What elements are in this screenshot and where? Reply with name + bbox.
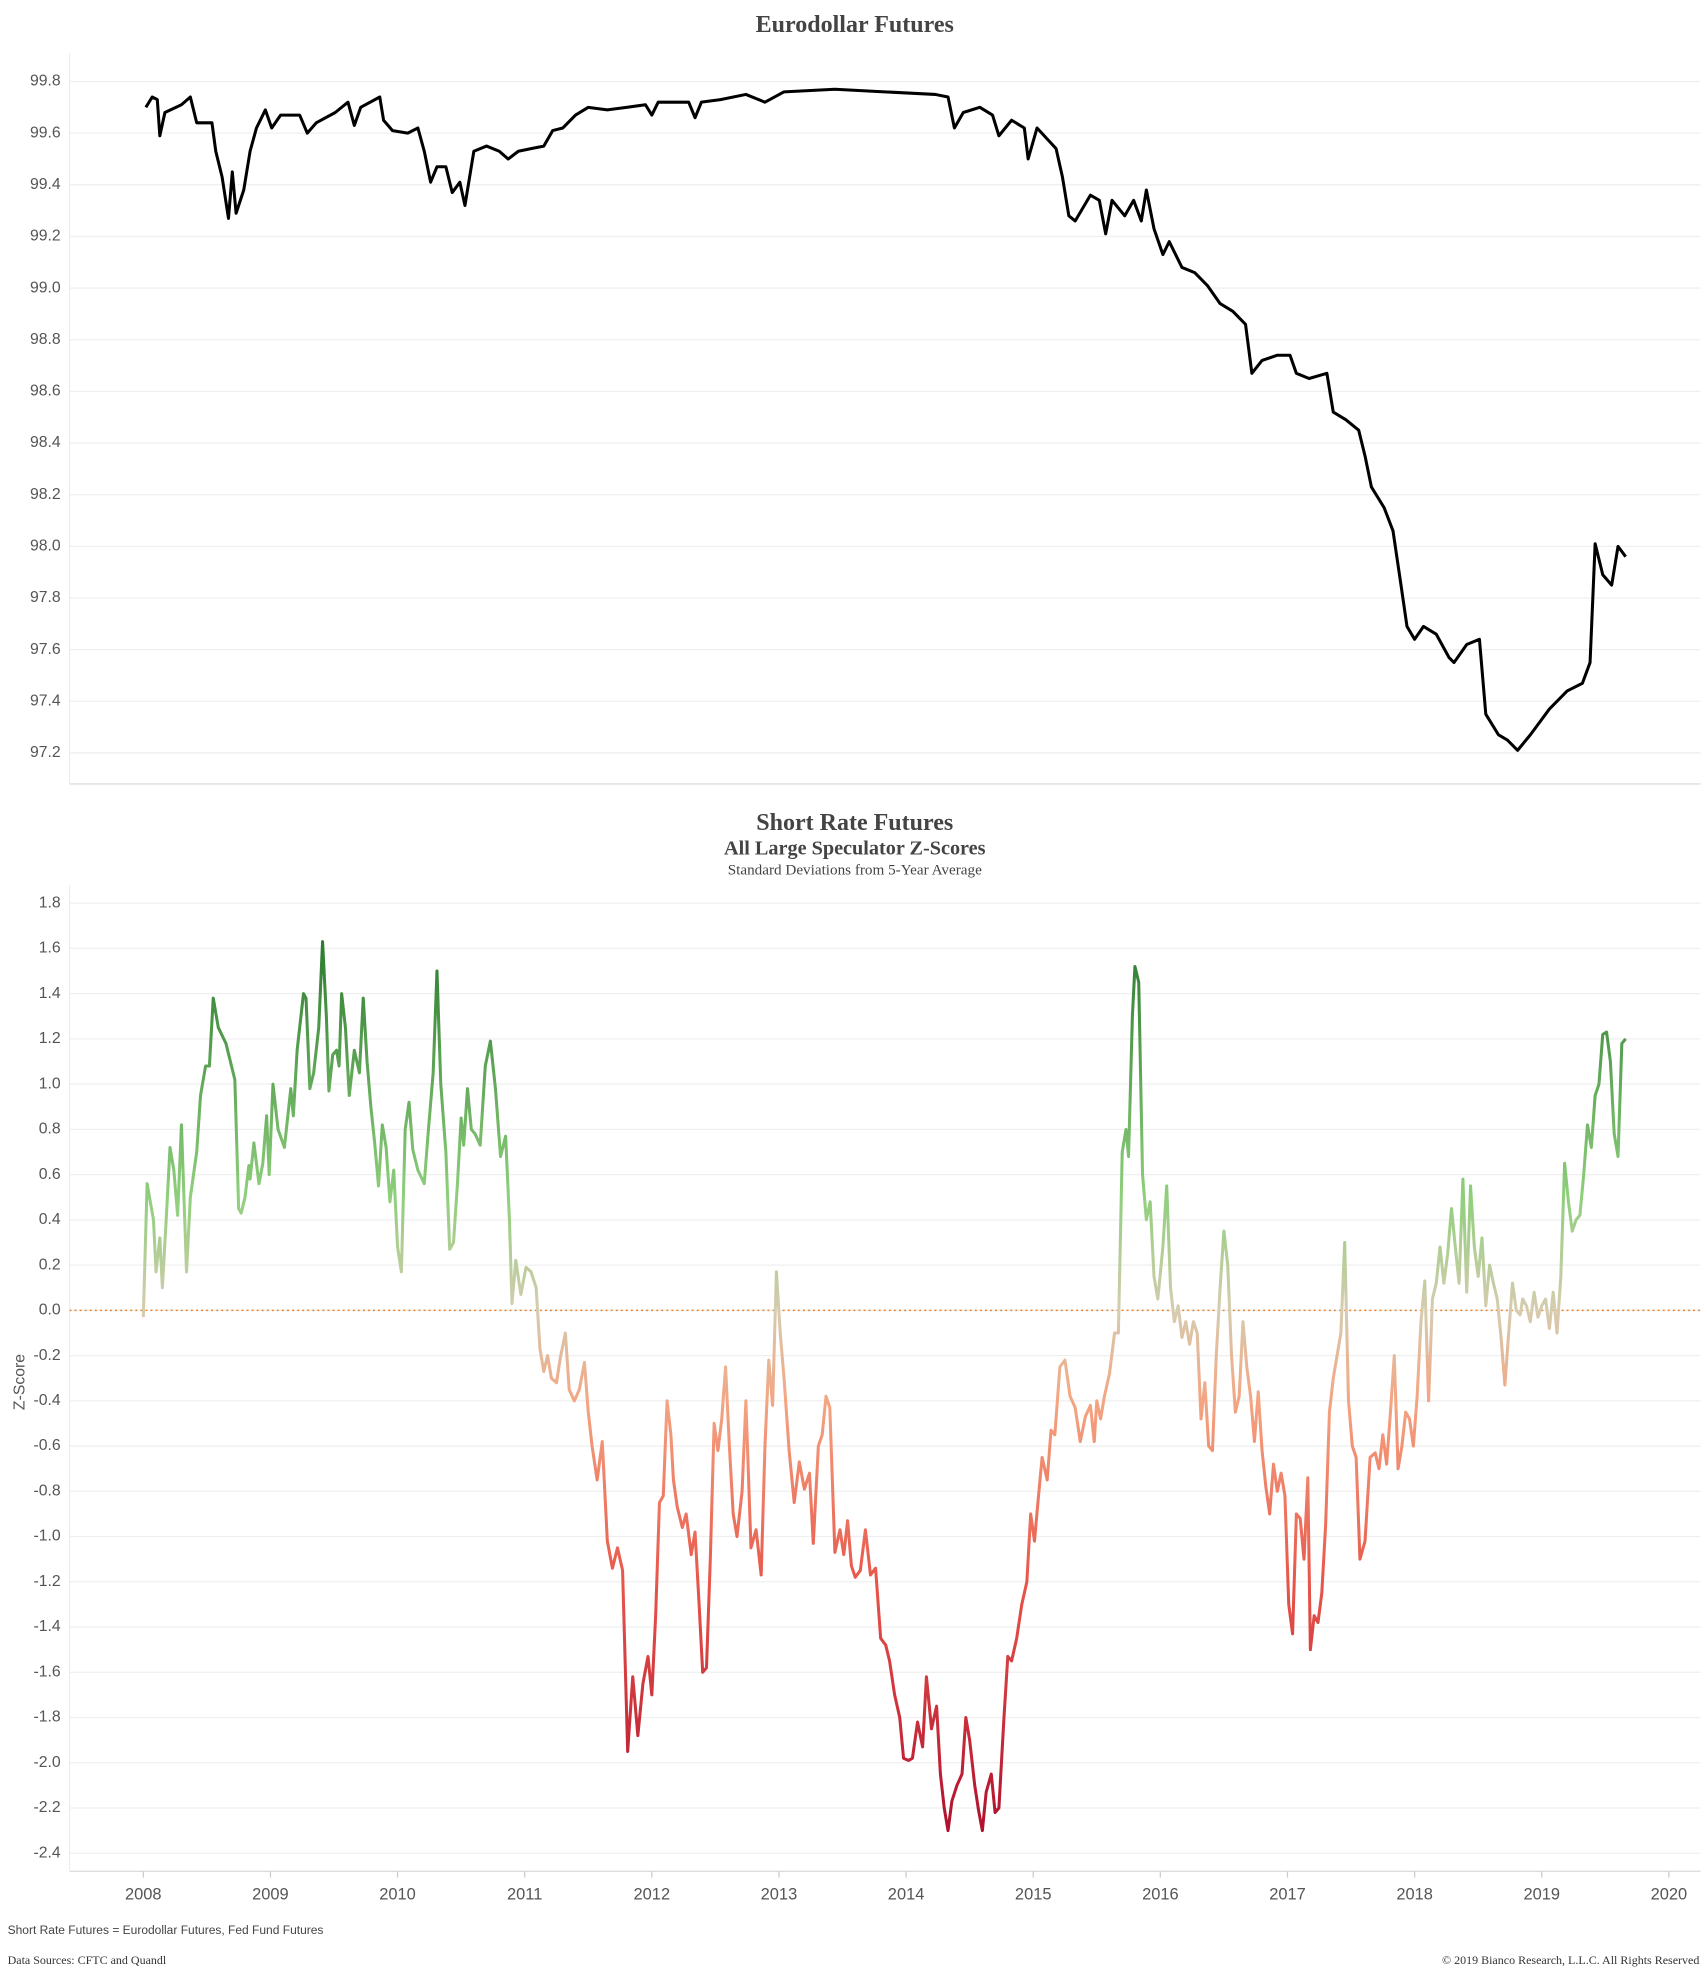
y-tick-label: 1.2 bbox=[39, 1030, 61, 1047]
x-tick-label: 2010 bbox=[379, 1886, 416, 1904]
y-tick-label: -0.6 bbox=[33, 1437, 60, 1454]
x-tick-label: 2011 bbox=[507, 1886, 542, 1904]
y-tick-label: 1.0 bbox=[39, 1075, 61, 1092]
y-tick-label: -2.0 bbox=[33, 1754, 60, 1771]
x-tick-label: 2015 bbox=[1015, 1886, 1052, 1904]
y-tick-label: 99.4 bbox=[30, 176, 61, 193]
chart-title: Short Rate Futures bbox=[756, 810, 953, 836]
y-tick-label: 98.8 bbox=[30, 331, 61, 348]
footer-source: Data Sources: CFTC and Quandl bbox=[8, 1953, 167, 1967]
y-tick-label: 1.4 bbox=[39, 985, 61, 1002]
chart-subtitle: All Large Speculator Z-Scores bbox=[724, 837, 986, 859]
footer-note: Short Rate Futures = Eurodollar Futures,… bbox=[8, 1923, 324, 1937]
y-tick-label: 0.6 bbox=[39, 1166, 61, 1183]
y-tick-label: 97.4 bbox=[30, 692, 61, 709]
x-tick-label: 2008 bbox=[125, 1886, 162, 1904]
y-tick-label: -1.8 bbox=[33, 1709, 60, 1726]
x-tick-label: 2018 bbox=[1396, 1886, 1433, 1904]
y-tick-label: -1.4 bbox=[33, 1618, 60, 1635]
y-tick-label: -1.6 bbox=[33, 1663, 60, 1680]
y-tick-label: 0.8 bbox=[39, 1121, 61, 1138]
y-tick-label: 99.2 bbox=[30, 228, 61, 245]
y-tick-label: 1.8 bbox=[39, 894, 61, 911]
y-tick-label: -2.4 bbox=[33, 1844, 60, 1861]
y-tick-label: 97.8 bbox=[30, 589, 61, 606]
y-tick-label: -1.0 bbox=[33, 1528, 60, 1545]
y-tick-label: 99.8 bbox=[30, 73, 61, 90]
chart-note: Standard Deviations from 5-Year Average bbox=[728, 862, 982, 879]
y-tick-label: 1.6 bbox=[39, 940, 61, 957]
footer-copyright: © 2019 Bianco Research, L.L.C. All Right… bbox=[1442, 1953, 1699, 1967]
y-axis-label: Z-Score bbox=[11, 1354, 28, 1410]
y-tick-label: -1.2 bbox=[33, 1573, 60, 1590]
y-tick-label: 97.2 bbox=[30, 744, 61, 761]
y-tick-label: -0.8 bbox=[33, 1482, 60, 1499]
y-tick-label: -0.2 bbox=[33, 1347, 60, 1364]
x-tick-label: 2014 bbox=[888, 1886, 925, 1904]
data-line bbox=[144, 87, 1627, 752]
data-line bbox=[141, 940, 1627, 1833]
chart-title: Eurodollar Futures bbox=[756, 12, 954, 38]
x-tick-label: 2009 bbox=[252, 1886, 289, 1904]
y-tick-label: -0.4 bbox=[33, 1392, 60, 1409]
y-tick-label: 0.4 bbox=[39, 1211, 61, 1228]
x-tick-label: 2016 bbox=[1142, 1886, 1179, 1904]
x-tick-label: 2019 bbox=[1523, 1886, 1560, 1904]
y-tick-label: 0.0 bbox=[39, 1302, 61, 1319]
x-tick-label: 2017 bbox=[1269, 1886, 1306, 1904]
x-tick-label: 2012 bbox=[634, 1886, 671, 1904]
y-tick-label: 98.6 bbox=[30, 383, 61, 400]
y-tick-label: 99.6 bbox=[30, 124, 61, 141]
y-tick-label: 98.2 bbox=[30, 486, 61, 503]
y-tick-label: -2.2 bbox=[33, 1799, 60, 1816]
x-tick-label: 2013 bbox=[761, 1886, 798, 1904]
y-tick-label: 98.4 bbox=[30, 434, 61, 451]
y-tick-label: 97.6 bbox=[30, 641, 61, 658]
y-tick-label: 0.2 bbox=[39, 1256, 61, 1273]
x-tick-label: 2020 bbox=[1651, 1886, 1688, 1904]
y-tick-label: 99.0 bbox=[30, 279, 61, 296]
y-tick-label: 98.0 bbox=[30, 538, 61, 555]
